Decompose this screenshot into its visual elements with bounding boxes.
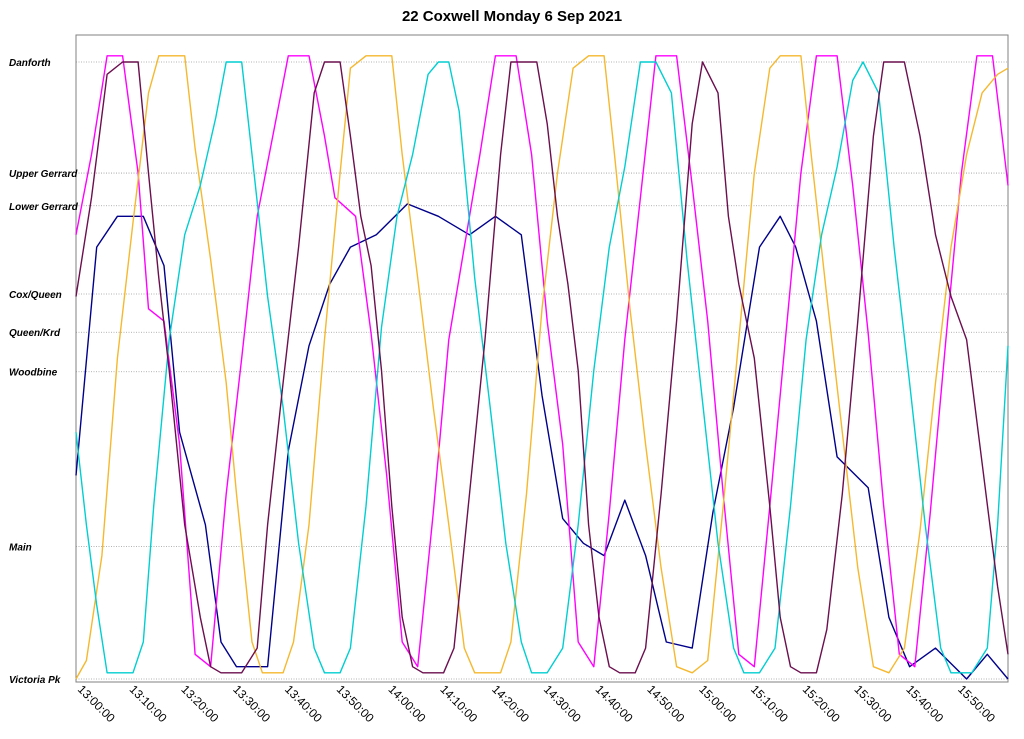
gridlines xyxy=(76,61,1008,680)
x-tick-label: 14:20:00 xyxy=(489,682,532,725)
x-tick-label: 15:10:00 xyxy=(748,682,791,725)
x-tick-label: 14:00:00 xyxy=(386,682,429,725)
stop-label-cox-queen: Cox/Queen xyxy=(9,290,62,301)
chart-title: 22 Coxwell Monday 6 Sep 2021 xyxy=(402,8,622,25)
stop-label-queen-krd: Queen/Krd xyxy=(9,328,61,339)
x-tick-label: 15:40:00 xyxy=(903,682,946,725)
x-tick-label: 13:40:00 xyxy=(282,682,325,725)
series-line-4 xyxy=(75,61,1009,674)
stop-label-upper-gerrard: Upper Gerrard xyxy=(9,169,78,180)
series-line-2 xyxy=(75,55,1009,668)
x-tick-label: 15:30:00 xyxy=(852,682,895,725)
x-tick-label: 14:50:00 xyxy=(644,682,687,725)
stop-label-lower-gerrard: Lower Gerrard xyxy=(9,202,79,213)
x-tick-label: 13:50:00 xyxy=(334,682,377,725)
x-tick-label: 13:30:00 xyxy=(230,682,273,725)
stop-label-main: Main xyxy=(9,542,32,553)
series-line-1 xyxy=(75,203,1009,680)
x-tick-label: 14:10:00 xyxy=(437,682,480,725)
x-tick-label: 15:20:00 xyxy=(800,682,843,725)
x-tick-label: 13:20:00 xyxy=(178,682,221,725)
stop-label-woodbine: Woodbine xyxy=(9,368,58,379)
time-tick-labels: 13:00:00 13:10:00 13:20:00 13:30:00 13:40:00… xyxy=(75,682,998,725)
stop-labels: Danforth Upper Gerrard Lower Gerrard Cox/Qu… xyxy=(9,58,79,686)
series-line-3 xyxy=(75,55,1009,680)
x-tick-label: 13:00:00 xyxy=(75,682,118,725)
x-tick-label: 14:30:00 xyxy=(541,682,584,725)
x-tick-label: 15:50:00 xyxy=(955,682,998,725)
stop-label-victoria-pk: Victoria Pk xyxy=(9,675,61,686)
x-tick-label: 13:10:00 xyxy=(127,682,170,725)
stop-label-danforth: Danforth xyxy=(9,58,51,69)
series-line-5 xyxy=(75,61,1009,674)
plot-area-border xyxy=(75,34,1009,683)
x-tick-label: 15:00:00 xyxy=(696,682,739,725)
x-tick-label: 14:40:00 xyxy=(593,682,636,725)
series-lines xyxy=(75,55,1009,680)
